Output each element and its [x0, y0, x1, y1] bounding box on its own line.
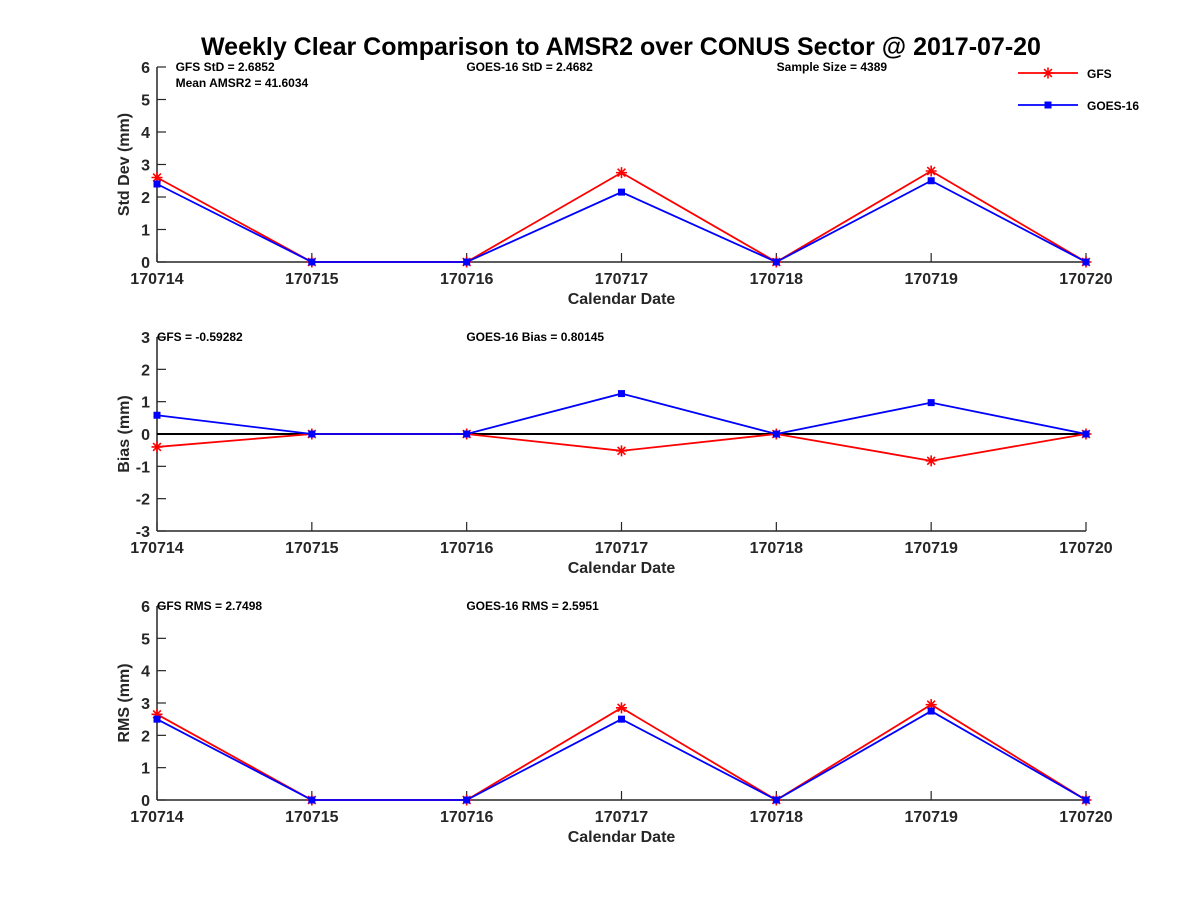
panel-1-y-tick-label: 5 [141, 93, 150, 110]
panel-2-series-goes-16-point [1082, 430, 1090, 438]
panel-1-y-tick-label: 2 [141, 190, 150, 207]
panel-1-series-goes-16-point [1082, 258, 1090, 266]
panel-1-y-tick-label: 0 [141, 255, 150, 272]
panel-2-y-tick-label: -1 [136, 459, 150, 476]
panel-1-x-tick-label: 170715 [285, 271, 338, 288]
panel-3-series-goes-16-line [156, 710, 1087, 802]
panel-2-series-gfs-point [925, 455, 937, 467]
panel-2-series-goes-16-point [463, 430, 471, 438]
panel-1-annotation: Mean AMSR2 = 41.6034 [176, 76, 309, 90]
panel-3-series-goes-16-point [1082, 796, 1090, 804]
panel-1-series-goes-16-point [153, 180, 161, 188]
panel-3-series-goes-16-point [308, 796, 316, 804]
panel-1-annotation: GFS StD = 2.6852 [176, 60, 275, 74]
figure-title: Weekly Clear Comparison to AMSR2 over CO… [201, 33, 1041, 61]
panel-1-x-tick-label: 170718 [750, 271, 803, 288]
panel-2-series-goes-16-point [927, 399, 935, 407]
panel-1-x-tick-label: 170716 [440, 271, 493, 288]
panel-2-x-tick-label: 170718 [750, 540, 803, 557]
legend-gfs-label: GFS [1087, 67, 1112, 81]
panel-2-x-tick-label: 170716 [440, 540, 493, 557]
panel-3-annotation: GFS RMS = 2.7498 [157, 599, 262, 613]
panel-3-y-tick-label: 6 [141, 599, 150, 616]
panel-1-series-goes-16-point [772, 258, 780, 266]
panel-2-annotation: GFS = -0.59282 [157, 330, 243, 344]
panel-1-x-tick-label: 170719 [904, 271, 957, 288]
panel-2-x-tick-label: 170715 [285, 540, 338, 557]
panel-3-x-tick-label: 170719 [904, 809, 957, 826]
panel-3-x-tick-label: 170714 [130, 809, 183, 826]
panel-1-series-gfs-point [616, 167, 627, 179]
panel-1-y-tick-label: 3 [141, 158, 150, 175]
panel-3-y-tick-label: 1 [141, 761, 150, 778]
panel-3-series-goes-16-point [463, 796, 471, 804]
panel-2-series-goes-16-point [618, 390, 625, 398]
panel-3-x-tick-label: 170715 [285, 809, 338, 826]
panel-2-series-gfs-point [616, 445, 627, 457]
panel-3-series-gfs-point [616, 702, 627, 714]
panel-1-y-tick-label: 1 [141, 223, 150, 240]
panel-3-y-tick-label: 3 [141, 696, 150, 713]
panel-2-annotation: GOES-16 Bias = 0.80145 [466, 330, 604, 344]
panel-3-x-tick-label: 170720 [1059, 809, 1112, 826]
panel-2-x-axis-label: Calendar Date [568, 560, 676, 577]
panel-3-x-tick-label: 170716 [440, 809, 493, 826]
panel-1-series-goes-16-point [618, 188, 625, 196]
panel-2-series-gfs-point [151, 441, 163, 453]
panel-1-x-axis-label: Calendar Date [568, 291, 676, 308]
panel-2-y-tick-label: -3 [136, 524, 150, 541]
panel-2-series-goes-16-point [308, 430, 316, 438]
panel-3-series-goes-16-point [153, 715, 161, 723]
panel-1-series-goes-16-point [927, 177, 935, 185]
panel-1-series-gfs-line [156, 169, 1087, 264]
panel-1-x-tick-label: 170714 [130, 271, 183, 288]
panel-2-x-tick-label: 170714 [130, 540, 183, 557]
panel-1-x-tick-label: 170717 [595, 271, 648, 288]
panel-3-x-tick-label: 170718 [750, 809, 803, 826]
panel-3-series-gfs-point [151, 708, 163, 720]
panel-1-y-axis-label: Std Dev (mm) [116, 113, 133, 216]
legend-gfs-marker [1042, 67, 1054, 79]
panel-3-annotation: GOES-16 RMS = 2.5951 [466, 599, 599, 613]
panel-2-series-goes-16-line [156, 392, 1087, 435]
panel-1-x-tick-label: 170720 [1059, 271, 1112, 288]
panel-2-y-tick-label: -2 [136, 492, 150, 509]
panel-2-y-tick-label: 0 [141, 427, 150, 444]
panel-2-x-tick-label: 170717 [595, 540, 648, 557]
legend-goes-16-marker [1044, 101, 1052, 109]
panel-1-y-tick-label: 4 [141, 125, 150, 142]
panel-1-annotation: Sample Size = 4389 [777, 60, 888, 74]
panel-1-series-gfs-point [151, 172, 163, 183]
panel-3-y-tick-label: 4 [141, 664, 150, 681]
panel-3-series-goes-16-point [772, 796, 780, 804]
panel-3-y-tick-label: 0 [141, 793, 150, 810]
panel-3-series-gfs-point [925, 699, 937, 711]
panel-3-series-goes-16-point [927, 707, 935, 715]
panel-1-y-tick-label: 6 [141, 60, 150, 77]
legend-goes-16-label: GOES-16 [1087, 99, 1139, 113]
panel-2-x-tick-label: 170719 [904, 540, 957, 557]
panel-2-x-tick-label: 170720 [1059, 540, 1112, 557]
panel-2-series-goes-16-point [772, 430, 780, 438]
panel-1-series-goes-16-point [463, 258, 471, 266]
panel-3-x-axis-label: Calendar Date [568, 829, 676, 846]
panel-3-y-axis-label: RMS (mm) [116, 663, 133, 742]
panel-3-series-goes-16-point [618, 715, 625, 723]
panel-2-y-tick-label: 3 [141, 330, 150, 347]
panel-3-x-tick-label: 170717 [595, 809, 648, 826]
panel-1-annotation: GOES-16 StD = 2.4682 [466, 60, 593, 74]
panel-1-series-goes-16-point [308, 258, 316, 266]
panel-2-y-tick-label: 2 [141, 362, 150, 379]
panel-2-y-tick-label: 1 [141, 395, 150, 412]
panel-3-y-tick-label: 5 [141, 631, 150, 648]
panel-3-y-tick-label: 2 [141, 728, 150, 745]
panel-1-series-gfs-point [925, 165, 937, 177]
panel-2-series-goes-16-point [153, 411, 161, 419]
panel-2-y-axis-label: Bias (mm) [116, 395, 133, 472]
